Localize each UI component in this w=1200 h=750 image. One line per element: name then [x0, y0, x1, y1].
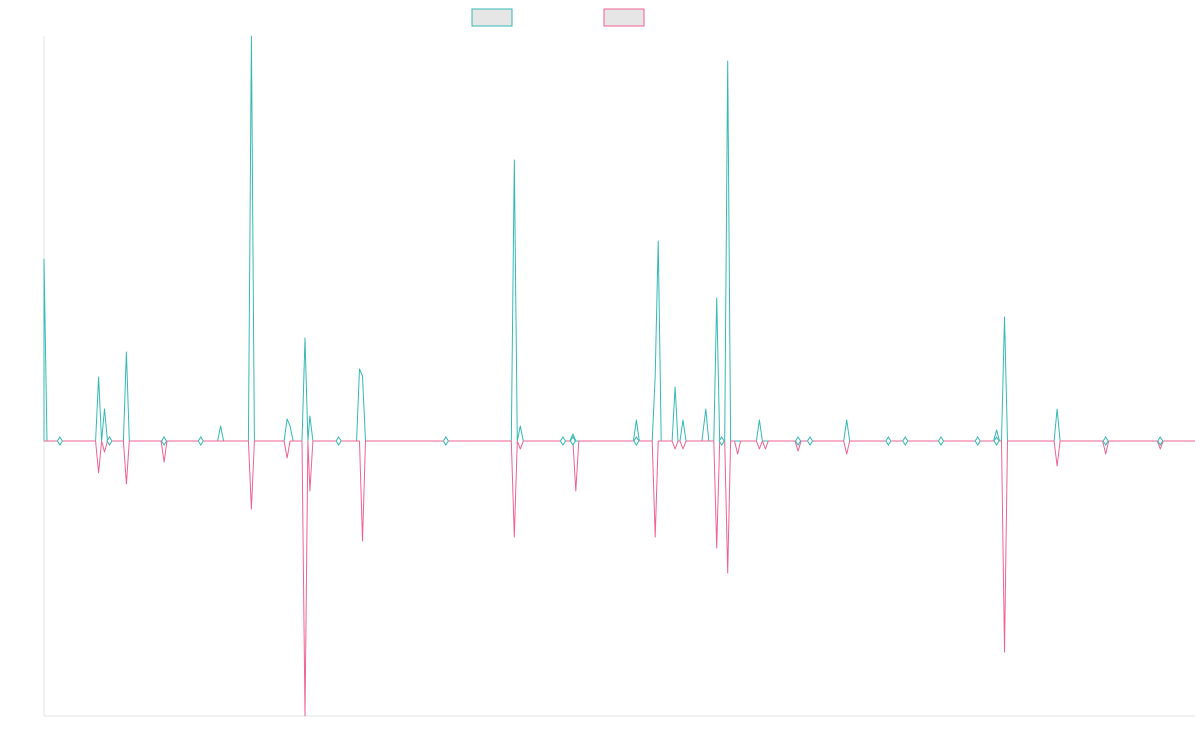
data-point-marker[interactable]: [937, 436, 945, 446]
data-point-marker[interactable]: [633, 436, 640, 446]
data-point-marker[interactable]: [335, 436, 342, 446]
data-point-marker[interactable]: [993, 436, 1000, 446]
plot-area: [43, 35, 1195, 717]
data-point-marker[interactable]: [806, 436, 814, 446]
data-point-marker[interactable]: [1157, 436, 1164, 446]
data-point-marker[interactable]: [197, 436, 204, 446]
data-point-marker[interactable]: [974, 436, 981, 446]
data-point-marker[interactable]: [1102, 436, 1109, 446]
data-point-marker[interactable]: [160, 436, 168, 446]
legend: [471, 8, 645, 27]
data-point-marker[interactable]: [718, 436, 725, 446]
data-point-marker[interactable]: [442, 436, 449, 446]
data-point-marker[interactable]: [902, 436, 909, 446]
data-point-marker[interactable]: [885, 436, 892, 446]
data-point-marker[interactable]: [795, 436, 802, 446]
data-point-marker[interactable]: [569, 436, 576, 446]
legend-swatch-2[interactable]: [603, 8, 645, 27]
series-line-2: [44, 440, 1195, 717]
data-point-marker[interactable]: [106, 436, 113, 446]
data-point-marker[interactable]: [56, 436, 63, 446]
legend-swatch-1[interactable]: [471, 8, 513, 27]
series-line-1: [43, 35, 1195, 442]
data-point-marker[interactable]: [559, 436, 567, 446]
